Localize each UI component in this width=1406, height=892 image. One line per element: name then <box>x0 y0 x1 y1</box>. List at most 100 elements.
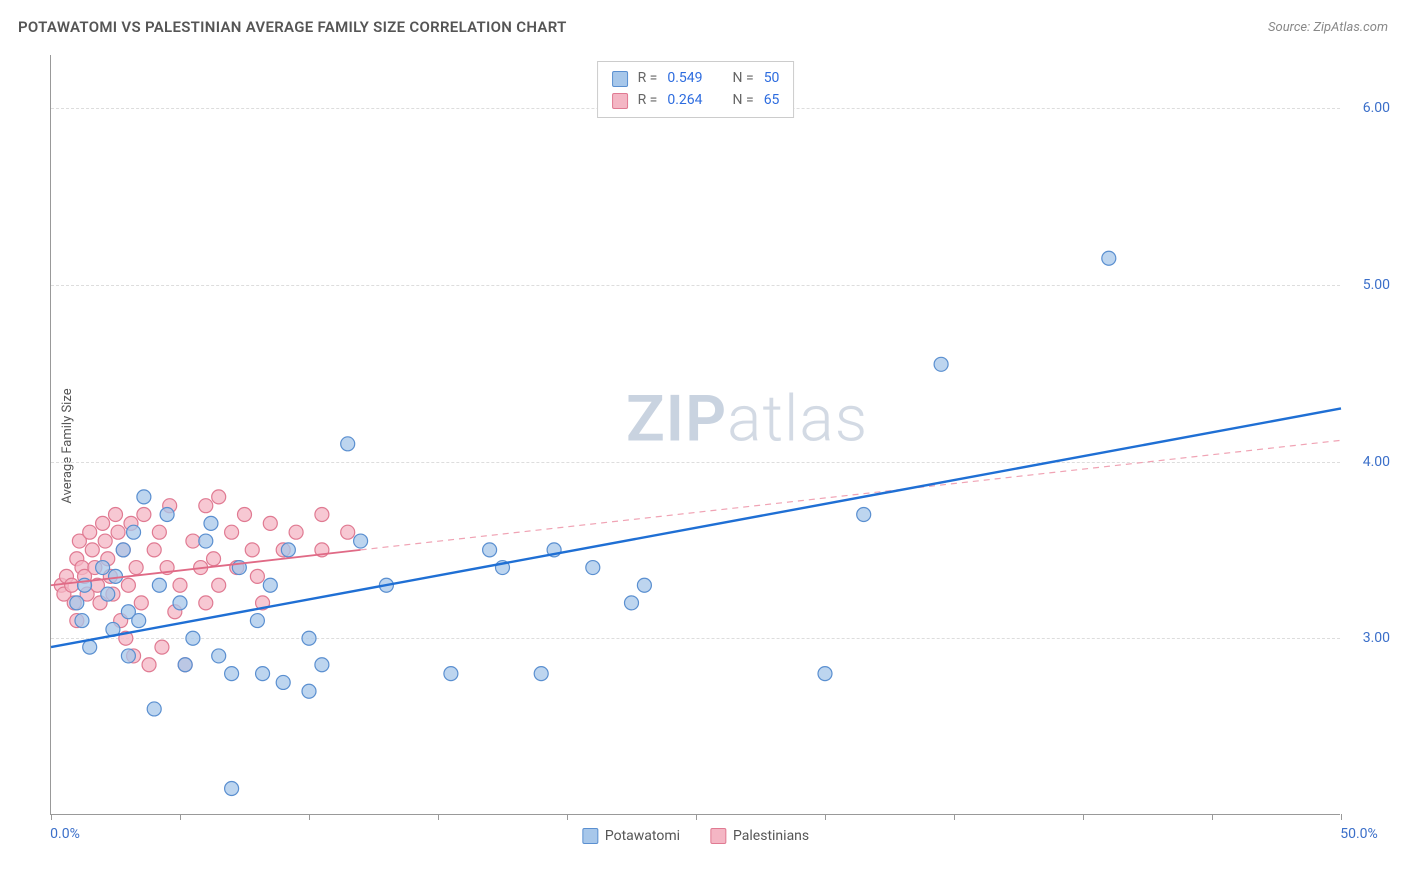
potawatomi-point <box>637 578 651 592</box>
potawatomi-point <box>127 525 141 539</box>
potawatomi-point <box>302 684 316 698</box>
palestinians-point <box>155 640 169 654</box>
palestinians-point <box>96 516 110 530</box>
stat-r-value: 0.549 <box>667 68 702 90</box>
y-tick-label: 5.00 <box>1346 277 1390 293</box>
palestinians-point <box>83 525 97 539</box>
stats-box: R = 0.549 N = 50R = 0.264 N = 65 <box>597 61 795 118</box>
palestinians-point <box>225 525 239 539</box>
potawatomi-point <box>586 561 600 575</box>
palestinians-point <box>173 578 187 592</box>
x-tick <box>825 814 826 820</box>
stats-row: R =0.264N =65 <box>612 90 780 112</box>
chart-title: POTAWATOMI VS PALESTINIAN AVERAGE FAMILY… <box>18 18 567 36</box>
trend-line <box>51 408 1341 647</box>
potawatomi-point <box>204 516 218 530</box>
potawatomi-point <box>444 667 458 681</box>
legend-swatch <box>612 71 628 87</box>
chart-header: POTAWATOMI VS PALESTINIAN AVERAGE FAMILY… <box>18 18 1388 36</box>
plot-area: ZIPatlas 3.004.005.006.00 0.0%50.0% R =0… <box>50 55 1340 815</box>
x-tick <box>567 814 568 820</box>
palestinians-point <box>111 525 125 539</box>
potawatomi-point <box>1102 251 1116 265</box>
potawatomi-point <box>315 658 329 672</box>
stat-n-value: 50 <box>764 68 780 90</box>
potawatomi-point <box>281 543 295 557</box>
potawatomi-point <box>857 508 871 522</box>
palestinians-point <box>341 525 355 539</box>
potawatomi-point <box>137 490 151 504</box>
legend-item: Potawatomi <box>582 828 680 844</box>
potawatomi-point <box>341 437 355 451</box>
legend-swatch <box>582 828 598 844</box>
palestinians-point <box>315 508 329 522</box>
potawatomi-point <box>116 543 130 557</box>
potawatomi-point <box>250 614 264 628</box>
potawatomi-point <box>101 587 115 601</box>
potawatomi-point <box>70 596 84 610</box>
potawatomi-point <box>263 578 277 592</box>
y-tick-label: 3.00 <box>1346 630 1390 646</box>
potawatomi-point <box>173 596 187 610</box>
potawatomi-point <box>109 569 123 583</box>
x-tick <box>51 814 52 820</box>
stats-row: R = 0.549 N = 50 <box>612 68 780 90</box>
legend-label: Palestinians <box>733 828 809 844</box>
chart-svg <box>51 55 1340 814</box>
potawatomi-point <box>934 357 948 371</box>
palestinians-point <box>137 508 151 522</box>
potawatomi-point <box>256 667 270 681</box>
palestinians-point <box>121 578 135 592</box>
potawatomi-point <box>152 578 166 592</box>
potawatomi-point <box>534 667 548 681</box>
potawatomi-point <box>212 649 226 663</box>
stat-n-value: 65 <box>764 90 780 112</box>
palestinians-point <box>134 596 148 610</box>
legend-label: Potawatomi <box>605 828 680 844</box>
palestinians-point <box>65 578 79 592</box>
potawatomi-point <box>178 658 192 672</box>
palestinians-point <box>85 543 99 557</box>
potawatomi-point <box>302 631 316 645</box>
potawatomi-point <box>160 508 174 522</box>
y-tick-label: 6.00 <box>1346 100 1390 116</box>
palestinians-point <box>289 525 303 539</box>
x-tick <box>1083 814 1084 820</box>
legend-item: Palestinians <box>710 828 809 844</box>
potawatomi-point <box>147 702 161 716</box>
potawatomi-point <box>199 534 213 548</box>
stat-n-label: N = <box>733 90 754 112</box>
x-tick <box>438 814 439 820</box>
palestinians-point <box>245 543 259 557</box>
potawatomi-point <box>121 649 135 663</box>
palestinians-point <box>186 534 200 548</box>
potawatomi-point <box>818 667 832 681</box>
palestinians-point <box>129 561 143 575</box>
palestinians-point <box>147 543 161 557</box>
potawatomi-point <box>483 543 497 557</box>
potawatomi-point <box>186 631 200 645</box>
legend-bottom: Potawatomi Palestinians <box>582 828 809 844</box>
x-tick-label: 50.0% <box>1340 826 1378 842</box>
x-tick <box>1212 814 1213 820</box>
palestinians-point <box>142 658 156 672</box>
legend-swatch <box>612 93 628 109</box>
x-tick <box>1341 814 1342 820</box>
potawatomi-point <box>354 534 368 548</box>
potawatomi-point <box>625 596 639 610</box>
stat-r-value: 0.264 <box>667 90 702 112</box>
potawatomi-point <box>225 667 239 681</box>
stat-n-label: N = <box>733 68 754 90</box>
stat-r-label: R = <box>638 68 658 90</box>
y-tick-label: 4.00 <box>1346 454 1390 470</box>
palestinians-point <box>109 508 123 522</box>
palestinians-point <box>250 569 264 583</box>
x-tick <box>180 814 181 820</box>
potawatomi-point <box>96 561 110 575</box>
palestinians-point <box>263 516 277 530</box>
x-tick <box>954 814 955 820</box>
potawatomi-point <box>225 781 239 795</box>
palestinians-point <box>238 508 252 522</box>
chart-source: Source: ZipAtlas.com <box>1268 20 1388 35</box>
potawatomi-point <box>132 614 146 628</box>
